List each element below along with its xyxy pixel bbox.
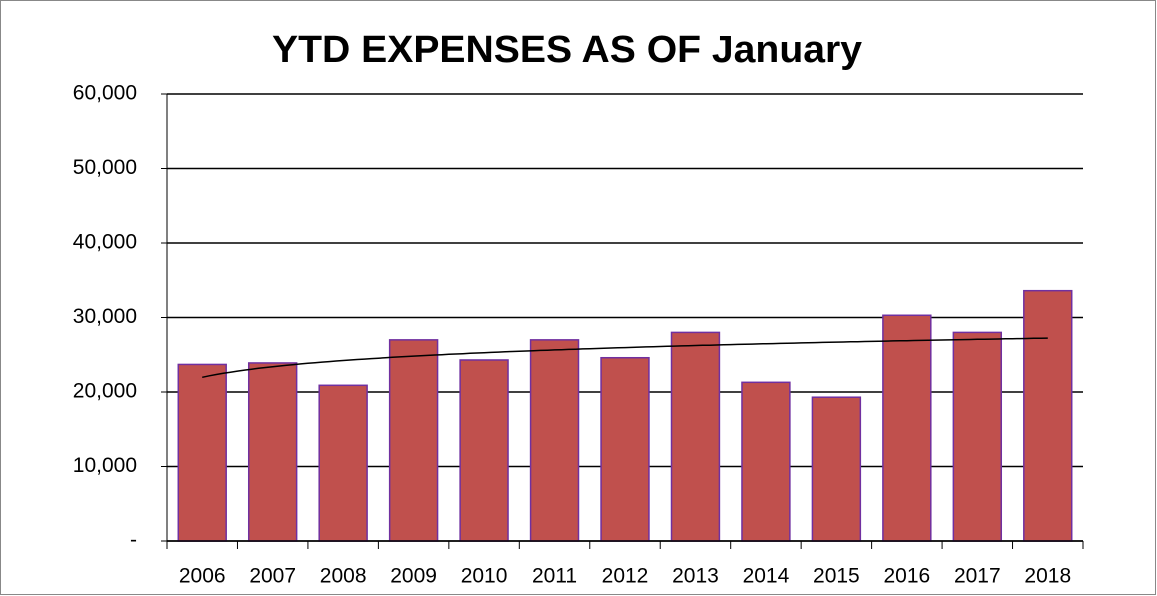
y-tick-label: 30,000 xyxy=(73,305,137,328)
x-tick-label: 2017 xyxy=(954,565,1001,588)
bar xyxy=(318,384,368,542)
y-tick-label: 20,000 xyxy=(73,380,137,403)
x-tick-label: 2010 xyxy=(461,565,508,588)
bar xyxy=(388,339,439,542)
bar xyxy=(459,359,509,542)
bar xyxy=(882,314,932,542)
y-tick-label: 60,000 xyxy=(73,82,137,105)
x-tick-label: 2008 xyxy=(320,565,367,588)
x-tick-label: 2011 xyxy=(532,565,577,588)
chart-title: YTD EXPENSES AS OF January xyxy=(272,29,862,71)
trendline xyxy=(202,337,1048,379)
bar xyxy=(670,331,721,542)
bar xyxy=(952,331,1003,542)
x-tick-label: 2006 xyxy=(179,565,226,588)
x-tick-label: 2009 xyxy=(390,565,437,588)
bar xyxy=(529,339,580,542)
x-tick-label: 2007 xyxy=(249,565,296,588)
y-tick-label: - xyxy=(130,529,137,552)
x-tick-label: 2018 xyxy=(1024,565,1071,588)
bar xyxy=(247,362,298,542)
y-tick-label: 50,000 xyxy=(73,156,137,179)
bar xyxy=(177,363,227,542)
x-tick-label: 2012 xyxy=(602,565,649,588)
bar xyxy=(811,396,862,542)
x-tick-label: 2016 xyxy=(883,565,930,588)
x-tick-label: 2015 xyxy=(813,565,860,588)
bar xyxy=(600,356,650,542)
x-tick-label: 2014 xyxy=(743,565,790,588)
y-tick-label: 10,000 xyxy=(73,454,137,477)
bar xyxy=(741,381,791,542)
y-tick-label: 40,000 xyxy=(73,231,137,254)
bar xyxy=(1023,289,1073,542)
x-tick-label: 2013 xyxy=(672,565,719,588)
